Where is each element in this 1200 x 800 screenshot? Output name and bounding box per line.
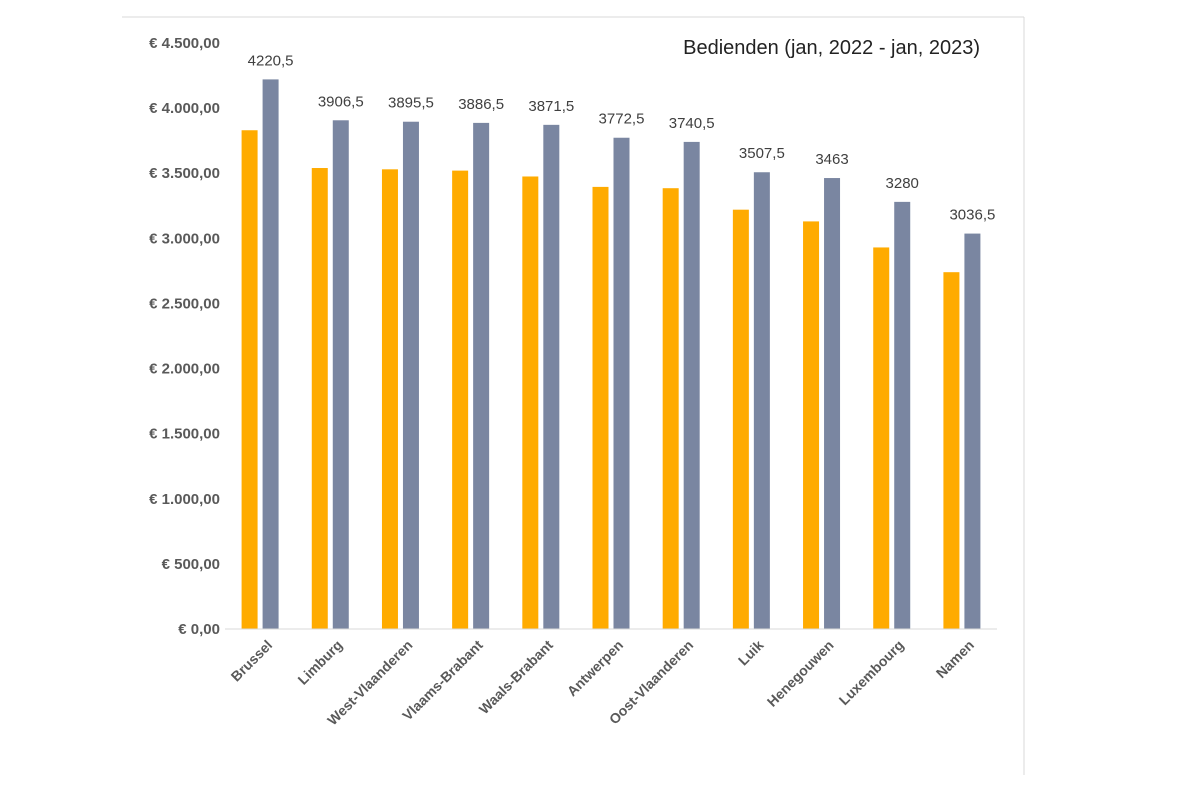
bar-series-1 bbox=[241, 130, 258, 629]
bar-series-1 bbox=[592, 186, 609, 629]
bar-series-1 bbox=[803, 221, 820, 629]
bar-series-1 bbox=[873, 247, 890, 629]
bar-series-2 bbox=[262, 79, 279, 630]
y-tick-label: € 4.000,00 bbox=[149, 100, 220, 117]
data-label: 3895,5 bbox=[388, 95, 434, 112]
y-tick-label: € 2.500,00 bbox=[149, 295, 220, 312]
data-label: 3871,5 bbox=[528, 98, 574, 115]
data-label: 3280 bbox=[886, 175, 919, 192]
bar-series-1 bbox=[381, 169, 398, 629]
y-tick-label: € 3.000,00 bbox=[149, 230, 220, 247]
y-tick-label: € 2.000,00 bbox=[149, 361, 220, 378]
y-tick-label: € 500,00 bbox=[162, 556, 220, 573]
bar-series-1 bbox=[522, 176, 539, 629]
bar-series-2 bbox=[402, 121, 419, 629]
bar-series-1 bbox=[662, 188, 679, 629]
data-label: 3463 bbox=[815, 151, 848, 168]
bar-series-1 bbox=[732, 209, 749, 629]
data-label: 3507,5 bbox=[739, 145, 785, 162]
y-tick-label: € 3.500,00 bbox=[149, 165, 220, 182]
bar-series-group bbox=[241, 79, 981, 630]
data-label: 3886,5 bbox=[458, 96, 504, 113]
bar-series-2 bbox=[964, 233, 981, 630]
bar-series-1 bbox=[311, 168, 328, 629]
bar-series-2 bbox=[824, 178, 841, 629]
data-label: 3036,5 bbox=[949, 207, 995, 224]
bar-series-2 bbox=[543, 124, 560, 629]
data-label: 3740,5 bbox=[669, 115, 715, 132]
chart-title: Bedienden (jan, 2022 - jan, 2023) bbox=[683, 37, 980, 59]
bar-series-2 bbox=[753, 172, 770, 630]
data-label: 3906,5 bbox=[318, 93, 364, 110]
y-tick-label: € 0,00 bbox=[178, 621, 220, 638]
bar-series-1 bbox=[943, 272, 960, 629]
bar-series-1 bbox=[452, 170, 469, 629]
bar-series-2 bbox=[683, 141, 700, 629]
bar-series-2 bbox=[473, 122, 490, 630]
data-labels-group: 4220,5 3906,5 3895,5 3886,5 3871,5 3772,5 3740… bbox=[248, 52, 996, 223]
y-tick-label: € 1.500,00 bbox=[149, 426, 220, 443]
y-tick-label: € 1.000,00 bbox=[149, 491, 220, 508]
bar-series-2 bbox=[613, 137, 630, 629]
data-label: 3772,5 bbox=[599, 111, 645, 128]
bar-series-2 bbox=[894, 201, 911, 630]
y-axis: € 0,00 € 500,00 € 1.000,00 € 1.500,00 € 2.00… bbox=[149, 35, 220, 638]
data-label: 4220,5 bbox=[248, 52, 294, 69]
y-tick-label: € 4.500,00 bbox=[149, 35, 220, 52]
bar-series-2 bbox=[332, 120, 349, 629]
